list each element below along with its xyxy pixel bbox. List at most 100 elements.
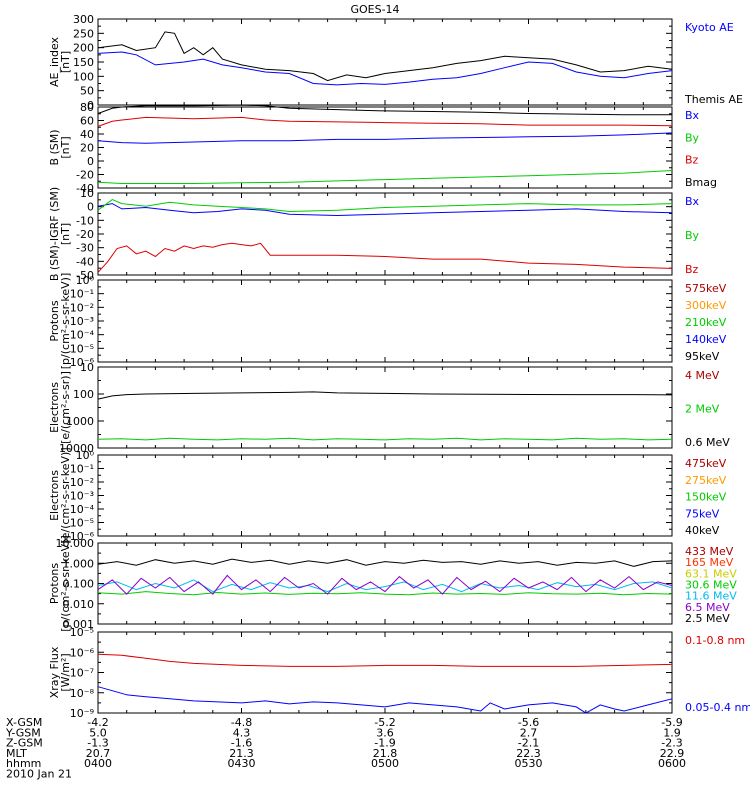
panel-6: 10⁰10⁻¹10⁻²10⁻³10⁻⁴10⁻⁵10⁻⁶Electrons[e/(…	[48, 447, 727, 543]
y-tick-label: 10⁻³	[70, 490, 94, 503]
y-tick-label: 10⁻⁶	[70, 646, 95, 659]
panel-7: 10.000 1.000 0.100 0.010 0.001Protons[p/(cm²…	[48, 535, 737, 632]
x-tick-label: -2.3	[661, 737, 682, 750]
y-tick-label: 10⁻³	[70, 315, 94, 328]
x-axis-row-label: Z-GSM	[6, 737, 43, 750]
x-axis-row-label: Y-GSM	[5, 726, 41, 739]
y-axis-label: Xray Flux[W/m²]	[48, 646, 72, 698]
y-tick-label: 1000	[66, 415, 94, 428]
y-tick-label: 250	[73, 27, 94, 40]
legend-150kev: 150keV	[685, 491, 727, 504]
x-tick-label: 5.0	[89, 726, 107, 739]
y-tick-label: -50	[76, 269, 94, 282]
legend-4-mev: 4 MeV	[685, 369, 720, 382]
y-tick-label: 200	[73, 42, 94, 55]
legend-433-mev: 433 MeV	[685, 545, 734, 558]
x-tick-label: 20.7	[86, 747, 111, 760]
y-axis-label: Electrons[e/(cm²-s-sr-keV)]	[48, 447, 72, 543]
y-tick-label: 10⁻²	[70, 301, 94, 314]
legend-475kev: 475keV	[685, 457, 727, 470]
y-tick-label: 10⁻⁵	[70, 342, 94, 355]
series-line-11-6-mev	[97, 579, 673, 593]
y-tick-label: 0	[87, 99, 94, 112]
y-tick-label: 150	[73, 56, 94, 69]
y-tick-label: 0	[87, 201, 94, 214]
series-line-0-05-0-4-nm	[97, 686, 673, 714]
y-tick-label: -10	[76, 214, 94, 227]
legend-275kev: 275keV	[685, 474, 727, 487]
series-line-0-6-mev	[97, 391, 673, 400]
y-tick-label: 20	[80, 142, 94, 155]
x-tick-label: -5.9	[661, 716, 682, 729]
x-tick-label: 0500	[371, 757, 399, 770]
x-tick-label: 21.8	[373, 747, 398, 760]
x-tick-label: -1.3	[87, 737, 108, 750]
legend-40kev: 40keV	[685, 524, 720, 537]
y-tick-label: 10000	[59, 442, 94, 455]
x-tick-label: 21.3	[229, 747, 254, 760]
y-tick-label: 10⁻⁶	[70, 356, 95, 369]
series-line-by	[97, 199, 673, 213]
legend-300kev: 300keV	[685, 299, 727, 312]
x-axis-row-label: X-GSM	[6, 716, 42, 729]
y-tick-label: -40	[76, 182, 94, 195]
legend-140kev: 140keV	[685, 333, 727, 346]
legend-bz: Bz	[685, 154, 699, 167]
x-tick-label: -2.1	[518, 737, 539, 750]
panel-frame	[97, 279, 673, 363]
y-tick-label: 1.000	[63, 557, 95, 570]
y-tick-label: 10⁻¹	[70, 463, 94, 476]
x-tick-label: 0530	[515, 757, 543, 770]
x-tick-label: -1.9	[374, 737, 395, 750]
y-tick-label: 10⁻⁶	[70, 530, 95, 543]
y-tick-label: 10⁻⁸	[70, 687, 95, 700]
panel-frame	[97, 454, 673, 537]
y-axis-label: Protons[p/(cm²-s-sr-keV)]	[48, 273, 72, 370]
x-tick-label: 0400	[84, 757, 112, 770]
y-tick-label: 300	[73, 13, 94, 26]
x-axis-row-label: 2010 Jan 21	[6, 768, 72, 781]
series-line-bx	[97, 132, 673, 144]
x-tick-label: 1.9	[663, 726, 681, 739]
y-tick-label: 0.100	[63, 578, 95, 591]
panel-4: 10⁰10⁻¹10⁻²10⁻³10⁻⁴10⁻⁵10⁻⁶Protons[p/(cm…	[48, 273, 727, 370]
y-tick-label: 10⁻⁵	[70, 517, 94, 530]
legend-165-mev: 165 MeV	[685, 556, 734, 569]
x-tick-label: 2.7	[520, 726, 538, 739]
series-line-by	[97, 170, 673, 184]
y-tick-label: -30	[76, 242, 94, 255]
y-axis-label: AE_index[nT]	[48, 36, 72, 87]
x-tick-label: 0600	[658, 757, 686, 770]
legend-575kev: 575keV	[685, 282, 727, 295]
panel-frame	[97, 631, 673, 714]
y-axis-label: Protons[p/(cm²-s-sr-keV)]	[48, 535, 72, 632]
legend-2-mev: 2 MeV	[685, 403, 720, 416]
x-axis-row-label: MLT	[6, 747, 27, 760]
legend-bx: Bx	[685, 109, 700, 122]
x-tick-label: -5.2	[374, 716, 395, 729]
legend-30-6-mev: 30.6 MeV	[685, 579, 737, 592]
y-tick-label: -40	[76, 255, 94, 268]
y-tick-label: 10⁻⁵	[70, 626, 94, 639]
legend-210kev: 210keV	[685, 316, 727, 329]
legend-by: By	[685, 229, 700, 242]
legend-11-6-mev: 11.6 MeV	[685, 590, 737, 603]
x-tick-label: -1.6	[231, 737, 252, 750]
y-axis-label: B (SM)[nT]	[48, 129, 72, 165]
series-line-2-mev	[97, 437, 673, 441]
legend-0-1-0-8-nm: 0.1-0.8 nm	[685, 634, 745, 647]
y-tick-label: 10⁻⁹	[70, 707, 94, 720]
panel-frame	[97, 366, 673, 449]
panel-8: 10⁻⁵ 10⁻⁶ 10⁻⁷ 10⁻⁸ 10⁻⁹ Xray Flux[W/m²] 0.1-0…	[48, 626, 750, 720]
legend-bx: Bx	[685, 195, 700, 208]
plot-title: GOES-14	[350, 3, 399, 16]
y-tick-label: 10.000	[56, 537, 95, 550]
y-tick-label: 0.010	[63, 598, 95, 611]
y-tick-label: -20	[76, 169, 94, 182]
legend-0-05-0-4-nm: 0.05-0.4 nm	[685, 701, 750, 714]
